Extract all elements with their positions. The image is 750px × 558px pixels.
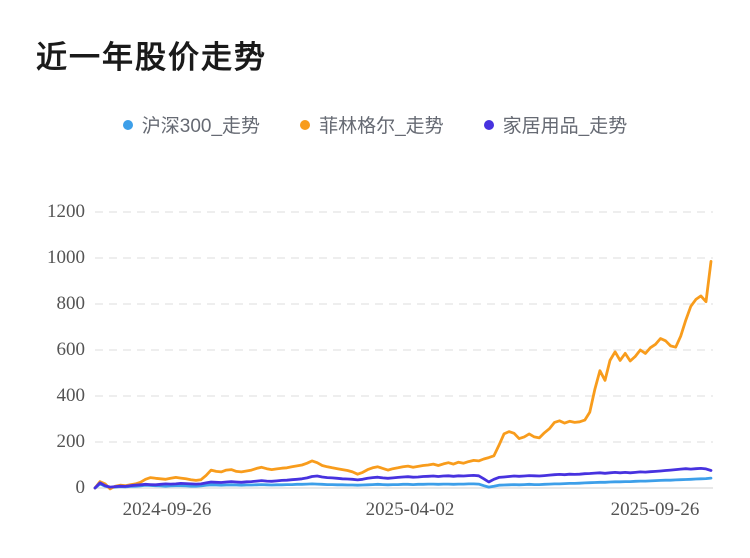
series-line-home-goods[interactable] bbox=[93, 466, 713, 490]
y-axis-tick-label: 800 bbox=[56, 293, 86, 314]
chart-title: 近一年股价走势 bbox=[36, 40, 267, 75]
y-axis-tick-label: 600 bbox=[56, 339, 86, 360]
y-axis-tick-label: 200 bbox=[56, 431, 86, 452]
legend-marker-hs300-icon bbox=[122, 119, 133, 130]
x-axis-tick-label: 2025-09-26 bbox=[610, 499, 700, 520]
legend-item-filinger[interactable]: 菲林格尔_走势 bbox=[300, 111, 444, 138]
y-axis: 0 200 400 600 800 1000 1200 bbox=[30, 0, 85, 558]
y-axis-tick-label: 1000 bbox=[47, 247, 85, 268]
x-axis-tick-label: 2024-09-26 bbox=[122, 499, 212, 520]
x-axis: 2024-09-26 2025-04-02 2025-09-26 bbox=[0, 499, 750, 525]
legend-marker-home-goods-icon bbox=[483, 119, 494, 130]
legend-item-home-goods[interactable]: 家居用品_走势 bbox=[483, 111, 628, 138]
y-axis-tick-label: 0 bbox=[75, 477, 86, 498]
series-line-filinger[interactable] bbox=[93, 259, 713, 491]
legend: 沪深300_走势 菲林格尔_走势 家居用品_走势 bbox=[0, 111, 750, 138]
legend-marker-filinger-icon bbox=[300, 119, 311, 130]
series-line-hs300[interactable] bbox=[93, 476, 713, 490]
legend-label-hs300: 沪深300_走势 bbox=[141, 116, 261, 137]
y-axis-tick-label: 1200 bbox=[47, 201, 85, 222]
legend-item-hs300[interactable]: 沪深300_走势 bbox=[122, 111, 261, 138]
y-axis-tick-label: 400 bbox=[56, 385, 86, 406]
legend-label-home-goods: 家居用品_走势 bbox=[502, 116, 628, 137]
legend-label-filinger: 菲林格尔_走势 bbox=[319, 116, 444, 137]
x-axis-tick-label: 2025-04-02 bbox=[365, 499, 455, 520]
